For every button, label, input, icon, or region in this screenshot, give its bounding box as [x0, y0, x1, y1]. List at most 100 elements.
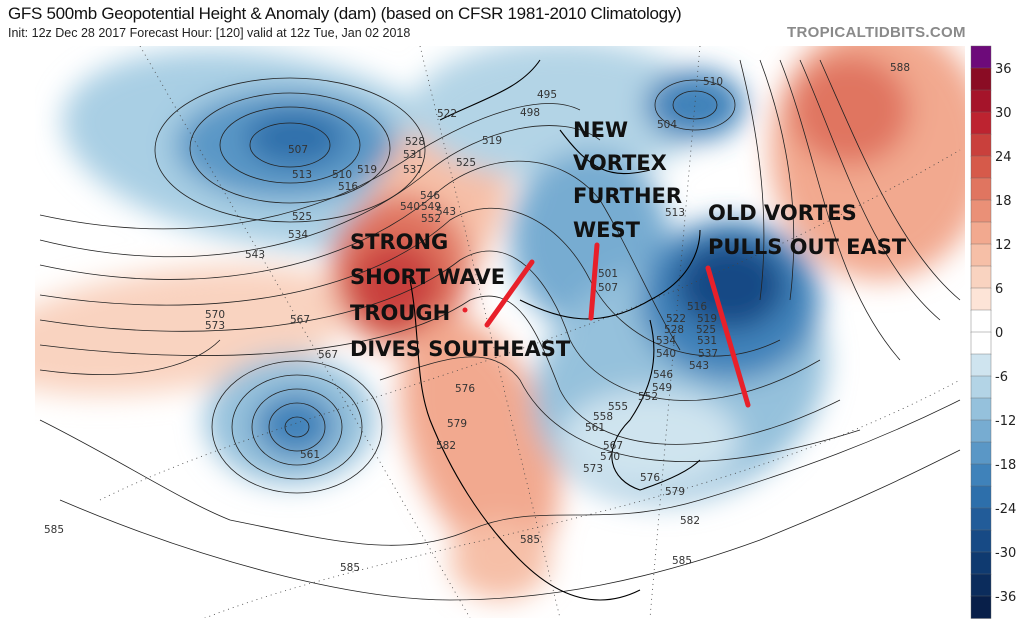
contour-label: 525 — [696, 324, 716, 336]
colorbar-swatch — [970, 221, 992, 245]
contour-label: 507 — [288, 144, 308, 156]
contour-label: 585 — [340, 562, 360, 574]
contour-label: 537 — [403, 164, 423, 176]
colorbar-label: 6 — [995, 282, 1003, 297]
annot-short-wave-2: SHORT WAVE — [350, 265, 505, 289]
contour-label: 567 — [603, 440, 623, 452]
colorbar-swatch — [970, 155, 992, 179]
annotation-arrows — [484, 242, 751, 408]
contour-label: 519 — [697, 313, 717, 325]
contour-label: 519 — [482, 135, 502, 147]
contour-label: 558 — [593, 411, 613, 423]
contour-label: 573 — [205, 320, 225, 332]
contour-label: 546 — [420, 190, 440, 202]
short-wave-arrow — [484, 259, 535, 328]
annot-short-wave-3: TROUGH — [350, 301, 450, 325]
colorbar-label: -12 — [995, 414, 1016, 429]
contour-label: 495 — [537, 89, 557, 101]
annot-old-vortex-1: OLD VORTES — [708, 201, 857, 225]
contour-label: 540 — [656, 348, 676, 360]
colorbar-label: -6 — [995, 370, 1008, 385]
contour-label: 546 — [653, 369, 673, 381]
colorbar: 36 30 24 18 12 6 0 -6 -12 -18 -24 -30 -36 — [970, 45, 1016, 619]
contour-label: 510 — [703, 76, 723, 88]
contour-label: 540 — [400, 201, 420, 213]
colorbar-swatch — [970, 265, 992, 289]
contour-label: 567 — [318, 349, 338, 361]
colorbar-label: 36 — [995, 62, 1012, 77]
contour-label: 585 — [520, 534, 540, 546]
contour-label: 522 — [666, 313, 686, 325]
map-title: GFS 500mb Geopotential Height & Anomaly … — [8, 4, 682, 23]
contour-label: 543 — [436, 206, 456, 218]
graticule — [99, 46, 961, 618]
contour-label: 552 — [638, 391, 658, 403]
contour-label: 543 — [245, 249, 265, 261]
colorbar-swatch — [970, 287, 992, 311]
colorbar-label: 12 — [995, 238, 1012, 253]
red-dot-marker — [462, 307, 468, 313]
contour-label: 507 — [598, 282, 618, 294]
brand-watermark: TROPICALTIDBITS.COM — [787, 24, 966, 41]
colorbar-label: 0 — [995, 326, 1003, 341]
contour-label: 579 — [665, 486, 685, 498]
coastlines — [409, 59, 701, 601]
contour-label: 549 — [652, 382, 672, 394]
contour-label: 534 — [656, 335, 676, 347]
contour-label: 543 — [689, 360, 709, 372]
contour-label: 567 — [290, 314, 310, 326]
new-vortex-arrow — [588, 242, 600, 321]
contour-label: 561 — [585, 422, 605, 434]
colorbar-swatch — [970, 331, 992, 355]
colorbar-swatch — [970, 67, 992, 91]
contour-label: 522 — [437, 108, 457, 120]
colorbar-swatch — [970, 45, 992, 69]
contour-label: 573 — [583, 463, 603, 475]
contour-label: 504 — [657, 119, 677, 131]
colorbar-label: 18 — [995, 194, 1012, 209]
colorbar-swatch — [970, 375, 992, 399]
colorbar-swatch — [970, 463, 992, 487]
colorbar-swatch — [970, 309, 992, 333]
contour-label: 516 — [338, 181, 358, 193]
contour-label: 513 — [292, 169, 312, 181]
contour-label: 519 — [357, 164, 377, 176]
colorbar-swatch — [970, 507, 992, 531]
colorbar-label: 30 — [995, 106, 1012, 121]
contour-label: 552 — [421, 213, 441, 225]
contour-label: 513 — [665, 207, 685, 219]
colorbar-label: -24 — [995, 502, 1016, 517]
contour-label: 534 — [288, 229, 308, 241]
colorbar-swatch — [970, 199, 992, 223]
contour-label: 525 — [456, 157, 476, 169]
contour-label: 576 — [455, 383, 475, 395]
colorbar-swatch — [970, 485, 992, 509]
colorbar-swatch — [970, 89, 992, 113]
colorbar-swatch — [970, 133, 992, 157]
annot-new-vortex-4: WEST — [573, 218, 641, 242]
height-contours — [39, 59, 961, 601]
contour-label: 582 — [680, 515, 700, 527]
contour-label: 570 — [205, 309, 225, 321]
colorbar-swatch — [970, 551, 992, 575]
annot-new-vortex-1: NEW — [573, 118, 628, 142]
contour-label: 528 — [664, 324, 684, 336]
contour-label: 588 — [890, 62, 910, 74]
colorbar-swatch — [970, 243, 992, 267]
contour-label: 501 — [598, 268, 618, 280]
colorbar-label: -30 — [995, 546, 1016, 561]
contour-label: 531 — [697, 335, 717, 347]
annot-short-wave-1: STRONG — [350, 230, 448, 254]
colorbar-swatch — [970, 177, 992, 201]
colorbar-label: -36 — [995, 590, 1016, 605]
contour-label: 549 — [421, 201, 441, 213]
contour-label: 531 — [403, 149, 423, 161]
colorbar-swatch — [970, 397, 992, 421]
contour-label: 561 — [300, 449, 320, 461]
contour-label: 516 — [687, 301, 707, 313]
old-vortex-arrow — [705, 265, 751, 408]
colorbar-swatch — [970, 573, 992, 597]
colorbar-swatch — [970, 353, 992, 377]
